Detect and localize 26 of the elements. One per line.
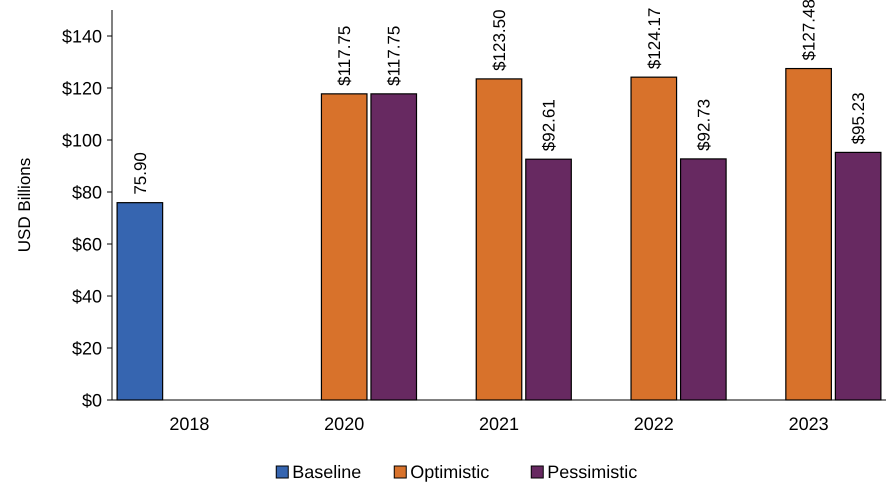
y-axis-title: USD Billions <box>15 158 34 252</box>
data-label: $92.73 <box>694 98 714 151</box>
data-label: $117.75 <box>335 26 354 86</box>
data-label: $92.61 <box>540 99 559 152</box>
y-tick-label: $40 <box>72 286 102 306</box>
data-label: $123.50 <box>490 9 509 71</box>
y-tick-label: $0 <box>82 390 102 410</box>
legend-label: Pessimistic <box>547 462 638 482</box>
data-label: $127.48 <box>800 0 819 61</box>
legend-label: Baseline <box>292 462 362 482</box>
x-tick-label: 2022 <box>634 414 674 434</box>
x-tick-label: 2018 <box>169 414 210 434</box>
x-tick-label: 2020 <box>324 414 364 434</box>
y-tick-label: $140 <box>62 26 102 46</box>
y-tick-label: $80 <box>72 182 102 202</box>
legend-label: Optimistic <box>410 462 490 482</box>
y-tick-label: $20 <box>72 338 102 358</box>
y-tick-label: $60 <box>72 234 102 254</box>
x-tick-label: 2021 <box>478 414 520 434</box>
data-label: 75.90 <box>130 152 150 195</box>
data-label: $95.23 <box>849 92 868 144</box>
data-label: $124.17 <box>644 8 664 70</box>
x-tick-label: 2023 <box>788 414 829 434</box>
data-label: $117.75 <box>384 26 404 86</box>
y-tick-label: $120 <box>62 78 102 98</box>
y-tick-label: $100 <box>62 130 102 150</box>
